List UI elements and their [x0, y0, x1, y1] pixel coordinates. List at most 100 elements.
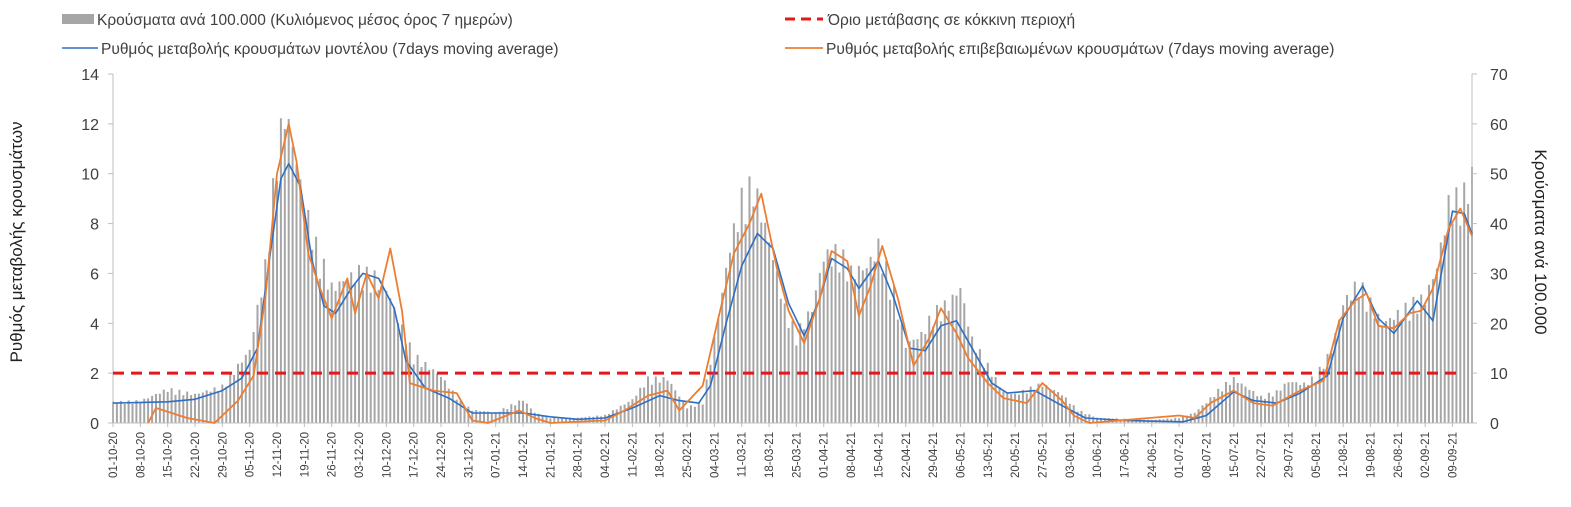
bar: [276, 180, 278, 423]
bar: [447, 388, 450, 423]
bar: [854, 279, 856, 423]
bar: [998, 386, 1001, 423]
bar: [908, 341, 911, 423]
bar: [1174, 417, 1177, 423]
bar: [471, 410, 474, 423]
bar: [779, 298, 782, 423]
bar: [963, 303, 966, 423]
bar: [1068, 403, 1071, 423]
bar: [420, 367, 423, 423]
bar: [1252, 390, 1255, 423]
bar: [990, 376, 993, 423]
bar: [1221, 391, 1224, 423]
x-tick-label: 22-04-21: [901, 432, 913, 478]
bar: [1092, 416, 1095, 423]
bar: [373, 270, 376, 423]
bar: [1326, 353, 1329, 423]
bar: [459, 401, 462, 423]
bar: [1299, 384, 1302, 423]
bar: [760, 222, 763, 423]
bar: [705, 379, 708, 423]
bar: [643, 387, 646, 423]
x-tick-label: 29-04-21: [928, 432, 940, 478]
bar: [744, 224, 747, 423]
bar: [1303, 382, 1306, 423]
bar: [1400, 319, 1403, 423]
bar: [393, 307, 396, 423]
bar: [732, 223, 735, 423]
bar: [151, 395, 154, 423]
bar: [416, 354, 419, 423]
bar: [1455, 187, 1458, 423]
bar: [1365, 311, 1368, 423]
y-left-tick-label: 4: [90, 316, 99, 333]
x-tick-label: 15-10-20: [163, 432, 175, 478]
bar: [717, 318, 720, 423]
bar: [291, 146, 294, 423]
bar: [350, 272, 353, 423]
bar: [850, 265, 853, 423]
bar: [225, 386, 228, 423]
bar: [721, 292, 724, 423]
bar: [1318, 366, 1321, 423]
bar: [588, 416, 591, 423]
bar: [1021, 389, 1024, 423]
bar: [1396, 309, 1399, 423]
bar: [127, 400, 130, 423]
bar: [1431, 279, 1434, 423]
x-tick-label: 05-08-21: [1311, 432, 1323, 478]
bar: [1295, 382, 1298, 423]
y-right-tick-label: 70: [1490, 67, 1508, 84]
bar: [455, 399, 458, 423]
bar: [916, 339, 919, 423]
y-left-tick-label: 12: [81, 117, 99, 134]
legend-label-confirmed: Ρυθμός μεταβολής επιβεβαιωμένων κρουσμάτ…: [826, 41, 1334, 58]
x-tick-label: 26-08-21: [1393, 432, 1405, 478]
bar: [1025, 393, 1028, 423]
x-tick-label: 03-12-20: [354, 432, 366, 478]
bar: [1002, 391, 1005, 423]
bar: [857, 265, 860, 423]
bar: [861, 270, 864, 423]
bar: [740, 187, 743, 423]
bar: [229, 373, 232, 423]
x-tick-label: 14-01-21: [518, 432, 530, 478]
y-axis-right-title: Κρούσματα ανά 100.000: [1531, 149, 1550, 334]
bar: [736, 232, 739, 423]
bar: [877, 238, 880, 423]
bar: [596, 415, 599, 423]
bar: [1314, 382, 1317, 423]
line-series: [112, 123, 1473, 424]
bar: [1463, 182, 1466, 423]
x-tick-label: 08-07-21: [1201, 432, 1213, 478]
bar: [451, 390, 454, 423]
x-tick-label: 22-10-20: [190, 432, 202, 478]
bar: [768, 242, 771, 423]
x-tick-label: 09-09-21: [1447, 432, 1459, 478]
bar: [1029, 386, 1032, 423]
bar: [412, 364, 415, 423]
bar: [131, 404, 134, 423]
x-tick-label: 01-10-20: [108, 432, 120, 478]
x-tick-label: 06-05-21: [955, 432, 967, 478]
legend-label-threshold: Όριο μετάβασης σε κόκκινη περιοχή: [827, 12, 1075, 29]
bar: [252, 332, 255, 423]
bar: [389, 298, 392, 423]
bar: [1424, 304, 1427, 423]
bar: [486, 411, 489, 423]
bar: [1260, 395, 1263, 423]
bar: [361, 290, 364, 423]
bar: [1443, 235, 1446, 423]
x-tick-label: 13-05-21: [983, 432, 995, 478]
bar: [1439, 242, 1442, 423]
bar: [756, 188, 759, 423]
bar: [936, 305, 938, 423]
bar: [947, 310, 950, 423]
bar: [186, 391, 189, 423]
bar: [842, 249, 845, 423]
legend-label-cases: Κρούσματα ανά 100.000 (Κυλιόμενος μέσος …: [97, 12, 513, 29]
bar: [1049, 389, 1052, 423]
bar: [190, 395, 193, 423]
bar: [1037, 383, 1040, 423]
